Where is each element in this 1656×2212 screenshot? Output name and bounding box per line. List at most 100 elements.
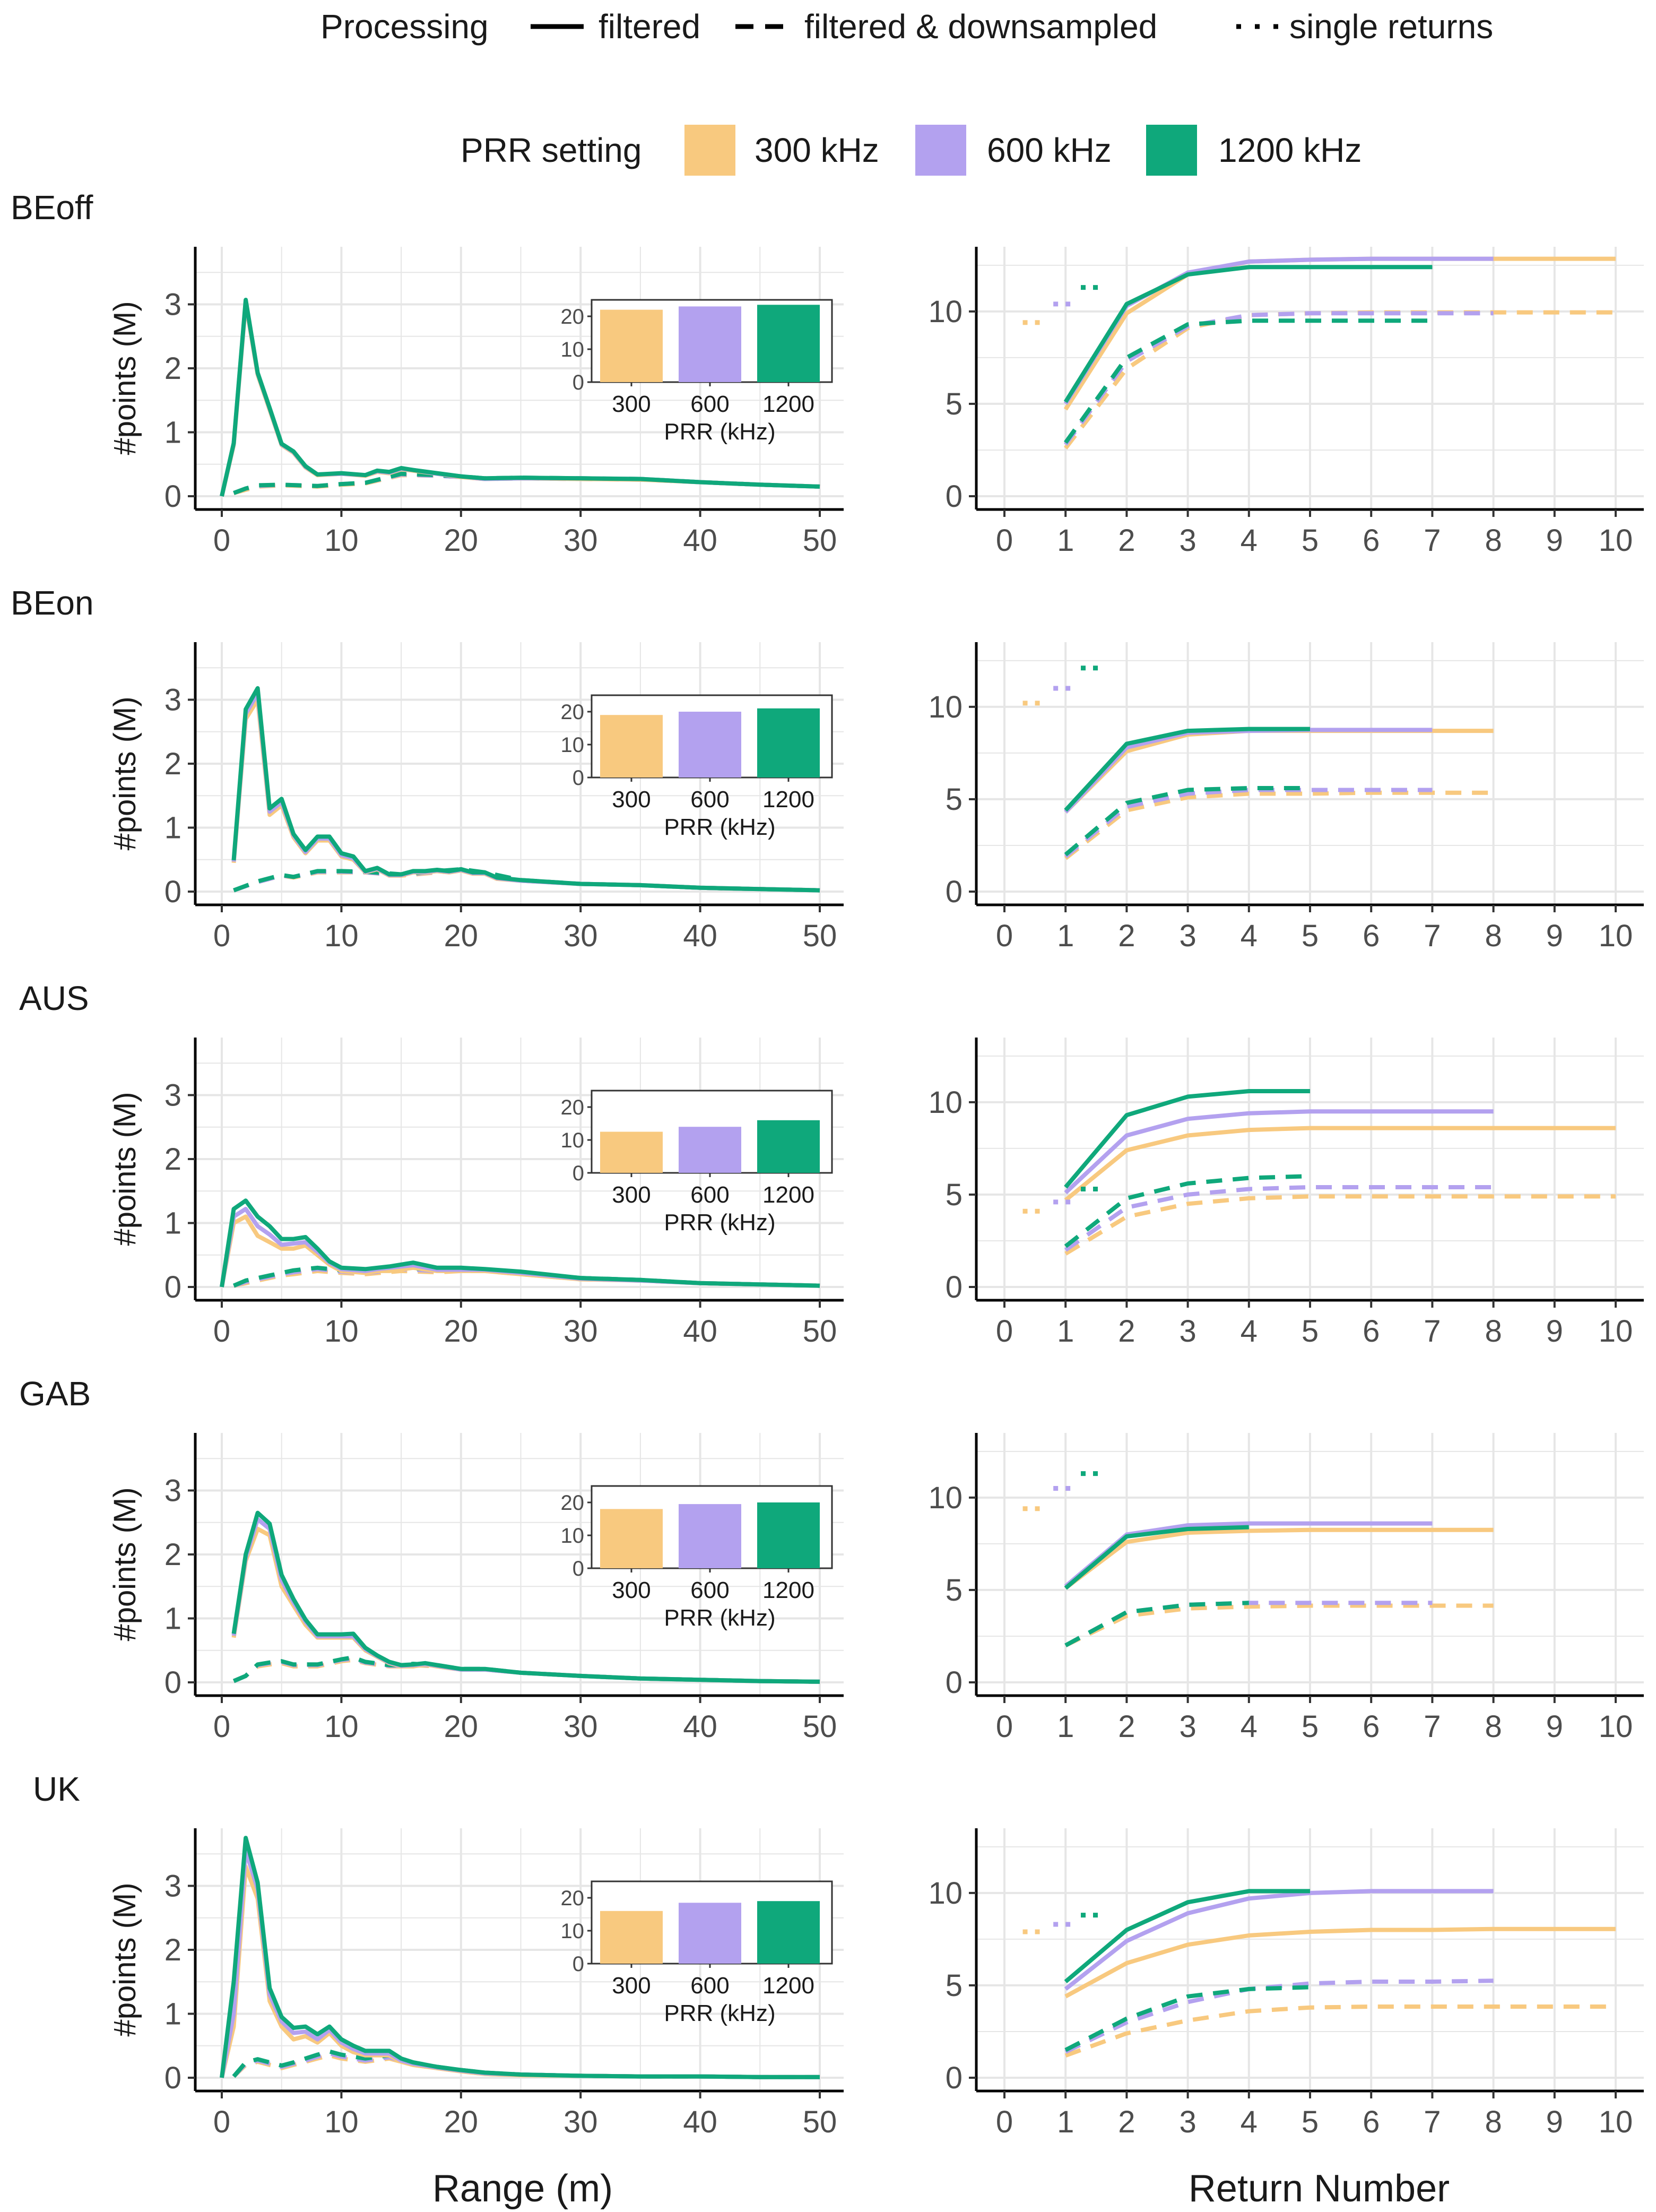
inset-y-tick-label: 20 <box>561 1491 585 1515</box>
x-tick-label: 1 <box>1057 523 1074 558</box>
x-tick-label: 1 <box>1057 1314 1074 1349</box>
series-return-downsampled-300 <box>1064 790 1494 860</box>
y-tick-label: 3 <box>164 1078 181 1112</box>
inset-x-title: PRR (kHz) <box>664 1605 775 1631</box>
legend-prr-title: PRR setting <box>461 131 641 169</box>
x-tick-label: 10 <box>1599 523 1633 558</box>
legend-processing-item-single: single returns <box>1289 7 1493 46</box>
legend-processing-title: Processing <box>320 7 489 46</box>
x-tick-label: 10 <box>1599 1709 1633 1744</box>
y-tick-label: 0 <box>946 1270 963 1304</box>
x-tick-label: 4 <box>1241 919 1258 953</box>
x-tick-label: 9 <box>1546 1314 1563 1349</box>
inset-x-tick-label: 1200 <box>762 391 814 417</box>
series-return-downsampled-300 <box>1064 2004 1616 2058</box>
x-tick-label: 9 <box>1546 2105 1563 2139</box>
series-return-downsampled-600 <box>1063 311 1494 446</box>
y-tick-label: 5 <box>946 1968 963 2003</box>
inset-y-tick-label: 0 <box>573 1162 584 1185</box>
x-tick-label: 3 <box>1179 2105 1196 2139</box>
inset-x-tick-label: 600 <box>690 1577 729 1603</box>
x-tick-label: 50 <box>803 919 837 953</box>
x-tick-label: 40 <box>683 919 717 953</box>
x-tick-label: 30 <box>563 523 598 558</box>
series-return-downsampled-300 <box>1064 1603 1494 1648</box>
x-tick-label: 8 <box>1485 2105 1502 2139</box>
x-tick-label: 50 <box>803 1709 837 1744</box>
x-tick-label: 10 <box>324 919 359 953</box>
x-tick-label: 40 <box>683 1709 717 1744</box>
inset-bar-1200 <box>757 708 820 777</box>
x-tick-label: 40 <box>683 2105 717 2139</box>
panel-title-beon: BEon <box>11 584 94 622</box>
panel-title-uk: UK <box>33 1770 80 1808</box>
y-tick-label: 0 <box>164 479 181 514</box>
inset-x-tick-label: 1200 <box>762 787 814 813</box>
series-return-filtered-1200 <box>1064 1525 1249 1590</box>
inset-x-title: PRR (kHz) <box>664 419 775 445</box>
panel-title-gab: GAB <box>19 1375 91 1413</box>
y-axis-title: #points (M) <box>108 1882 142 2036</box>
inset-x-title: PRR (kHz) <box>664 1209 775 1235</box>
inset-y-tick-label: 0 <box>573 371 584 394</box>
inset-y-tick-label: 0 <box>573 1557 584 1580</box>
inset-bar-600 <box>679 306 741 382</box>
right-panel-beoff: 0 5 10 0 1 2 3 4 5 6 7 8 9 10 <box>928 247 1644 558</box>
x-tick-label: 4 <box>1241 1314 1258 1349</box>
x-tick-label: 20 <box>444 1709 479 1744</box>
y-axis-title: #points (M) <box>108 1092 142 1246</box>
inset-bar-1200 <box>757 1120 820 1173</box>
inset-bar-600 <box>679 712 741 777</box>
inset-x-tick-label: 1200 <box>762 1973 814 1999</box>
x-tick-label: 4 <box>1241 2105 1258 2139</box>
y-tick-label: 5 <box>946 387 963 421</box>
x-axis-title-left: Range (m) <box>432 2167 613 2210</box>
y-axis-title: #points (M) <box>108 1487 142 1641</box>
x-tick-label: 3 <box>1179 1314 1196 1349</box>
series-return-filtered-300 <box>1064 1527 1494 1590</box>
series-return-filtered-300 <box>1064 1126 1616 1202</box>
y-tick-label: 3 <box>164 1869 181 1903</box>
inset-bar-1200 <box>757 1502 820 1568</box>
x-tick-label: 6 <box>1363 1314 1380 1349</box>
y-tick-label: 0 <box>946 875 963 909</box>
inset-bar-600 <box>679 1903 741 1964</box>
x-tick-label: 0 <box>996 1709 1013 1744</box>
legend-processing: Processing filtered filtered & downsampl… <box>320 7 1493 46</box>
legend-prr: PRR setting 300 kHz 600 kHz 1200 kHz <box>461 125 1362 176</box>
right-panel-uk: 0 5 10 0 1 2 3 4 5 6 7 8 9 10 <box>928 1828 1644 2139</box>
inset-x-title: PRR (kHz) <box>664 2000 775 2026</box>
x-tick-label: 3 <box>1179 1709 1196 1744</box>
inset-x-tick-label: 300 <box>612 391 651 417</box>
series-return-downsampled-1200 <box>1064 1985 1311 2052</box>
inset-y-tick-label: 0 <box>573 766 584 790</box>
x-tick-label: 8 <box>1485 1709 1502 1744</box>
legend-prr-item-1200: 1200 kHz <box>1218 131 1362 169</box>
inset-x-tick-label: 300 <box>612 1577 651 1603</box>
x-tick-label: 20 <box>444 523 479 558</box>
y-tick-label: 5 <box>946 1573 963 1608</box>
inset-y-tick-label: 20 <box>561 1887 585 1910</box>
y-tick-label: 3 <box>164 287 181 322</box>
x-tick-label: 40 <box>683 523 717 558</box>
x-tick-label: 7 <box>1424 2105 1441 2139</box>
x-tick-label: 0 <box>996 523 1013 558</box>
inset-y-tick-label: 10 <box>561 1920 585 1943</box>
x-tick-label: 50 <box>803 2105 837 2139</box>
inset-y-tick-label: 0 <box>573 1952 584 1976</box>
x-tick-label: 7 <box>1424 919 1441 953</box>
y-tick-label: 2 <box>164 1933 181 1967</box>
y-tick-label: 0 <box>164 2061 181 2095</box>
x-tick-label: 0 <box>213 919 230 953</box>
inset-bar-300 <box>600 1911 663 1964</box>
series-return-downsampled-600 <box>1064 788 1433 858</box>
right-panel-gab: 0 5 10 0 1 2 3 4 5 6 7 8 9 10 <box>928 1433 1644 1744</box>
